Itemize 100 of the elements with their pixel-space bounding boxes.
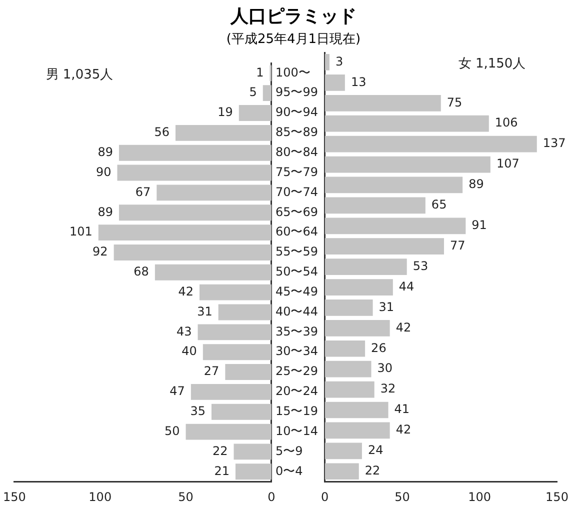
bar <box>235 464 272 480</box>
bar <box>324 340 366 357</box>
data-label: 1 <box>256 65 264 80</box>
data-label: 24 <box>368 443 384 458</box>
data-label: 67 <box>135 184 151 199</box>
x-tick-label: 0 <box>320 490 329 504</box>
annotation: 女 1,150人 <box>458 56 526 72</box>
bar <box>118 204 272 221</box>
y-tick-label: 85〜89 <box>275 125 318 140</box>
y-tick-label: 70〜74 <box>275 184 318 199</box>
bar <box>186 424 272 440</box>
y-tick-label: 75〜79 <box>275 164 318 179</box>
data-label: 106 <box>494 116 518 130</box>
data-label: 40 <box>182 344 197 358</box>
data-label: 44 <box>398 279 414 294</box>
bar <box>190 384 272 400</box>
bar <box>324 300 373 316</box>
data-label: 27 <box>204 364 220 378</box>
y-tick-label: 35〜39 <box>275 324 318 338</box>
x-tick-label: 50 <box>178 490 194 504</box>
bar <box>202 344 272 360</box>
bar <box>324 360 372 378</box>
y-tick-label: 20〜24 <box>275 384 318 398</box>
data-label: 42 <box>396 320 412 334</box>
data-label: 92 <box>92 244 108 259</box>
y-tick-label: 50〜54 <box>275 264 318 279</box>
data-label: 31 <box>197 304 212 318</box>
data-label: 26 <box>371 340 386 355</box>
x-tick-label: 50 <box>394 490 410 504</box>
data-label: 32 <box>380 382 396 396</box>
y-tick-label: 45〜49 <box>275 284 318 298</box>
bar <box>324 422 390 439</box>
data-label: 47 <box>170 384 185 398</box>
data-label: 19 <box>218 105 233 120</box>
bar <box>262 85 272 102</box>
y-tick-label: 90〜94 <box>275 105 318 120</box>
bar <box>156 184 272 201</box>
bar <box>225 364 272 380</box>
x-tick-label: 100 <box>88 490 112 504</box>
y-tick-label: 10〜14 <box>275 424 318 438</box>
x-tick-label: 150 <box>3 490 26 504</box>
data-label: 89 <box>98 204 113 219</box>
data-label: 75 <box>446 95 462 110</box>
data-label: 42 <box>396 422 412 437</box>
y-tick-label: 0〜4 <box>275 464 303 478</box>
data-label: 65 <box>431 198 447 212</box>
bar <box>154 264 272 280</box>
y-tick-label: 30〜34 <box>275 344 318 358</box>
data-label: 137 <box>542 136 566 150</box>
data-label: 22 <box>212 444 228 458</box>
bar <box>324 442 362 460</box>
bar <box>324 74 345 91</box>
bar <box>117 164 272 181</box>
bar <box>218 304 272 320</box>
bar <box>238 105 272 121</box>
bar <box>324 136 537 152</box>
bar <box>211 404 272 420</box>
bar <box>118 144 272 161</box>
bar <box>114 244 272 260</box>
data-label: 90 <box>96 164 112 179</box>
bar <box>324 279 393 296</box>
y-tick-label: 100〜 <box>275 65 310 80</box>
data-label: 68 <box>134 264 149 279</box>
bar <box>324 238 444 255</box>
chart-title: 人口ピラミッド <box>229 5 358 28</box>
x-tick-label: 100 <box>468 490 492 504</box>
data-label: 50 <box>164 424 180 438</box>
x-tick-label: 0 <box>268 490 276 504</box>
data-label: 43 <box>176 324 192 338</box>
data-label: 13 <box>350 74 366 89</box>
data-label: 77 <box>450 238 466 252</box>
bar <box>234 444 272 460</box>
bar <box>324 156 490 173</box>
y-tick-label: 95〜99 <box>275 85 318 100</box>
data-label: 5 <box>249 85 257 100</box>
bar <box>324 463 359 480</box>
bar <box>324 381 374 398</box>
data-label: 35 <box>190 404 206 418</box>
data-label: 56 <box>154 125 170 140</box>
bar <box>324 115 489 132</box>
y-tick-label: 40〜44 <box>275 304 318 318</box>
data-label: 3 <box>335 54 344 68</box>
data-label: 21 <box>214 464 230 478</box>
bar <box>324 402 388 418</box>
data-label: 31 <box>378 300 394 314</box>
bar <box>324 54 330 70</box>
data-label: 42 <box>178 284 194 298</box>
y-tick-label: 55〜59 <box>275 244 318 259</box>
y-tick-label: 25〜29 <box>275 364 318 378</box>
y-tick-label: 65〜69 <box>275 204 318 219</box>
bar <box>200 284 272 300</box>
bar <box>324 218 466 234</box>
y-tick-label: 5〜9 <box>275 444 303 458</box>
bar <box>324 94 441 112</box>
bar <box>324 320 390 336</box>
data-label: 22 <box>364 463 380 478</box>
bar <box>176 124 272 141</box>
data-label: 89 <box>468 177 484 192</box>
x-tick-label: 150 <box>546 490 568 504</box>
data-label: 91 <box>472 218 487 232</box>
